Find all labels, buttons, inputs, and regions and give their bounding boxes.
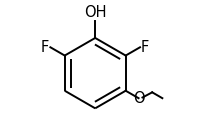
Text: O: O xyxy=(133,91,144,106)
Text: F: F xyxy=(141,40,149,55)
Text: F: F xyxy=(41,40,49,55)
Text: OH: OH xyxy=(84,5,106,20)
